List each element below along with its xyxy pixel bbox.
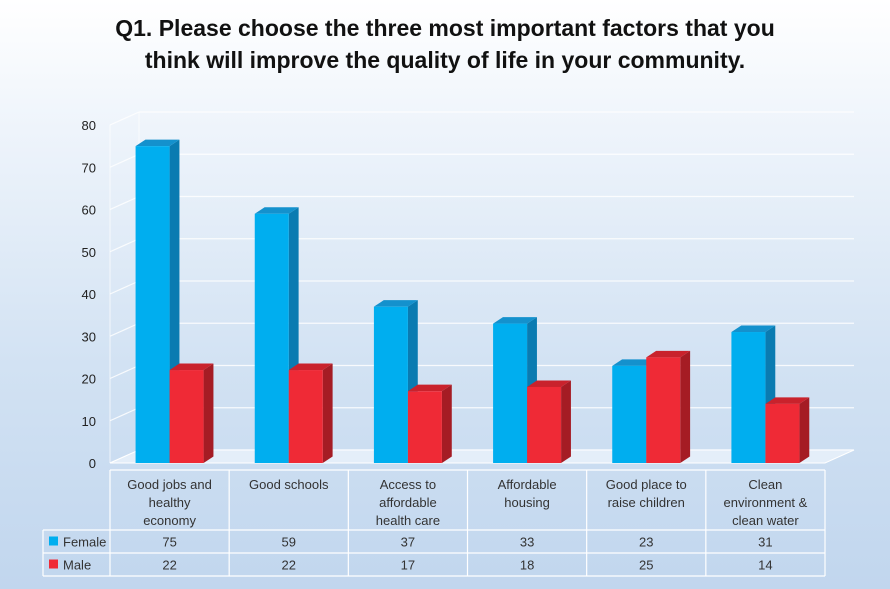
bar-male <box>527 380 571 463</box>
bar-female-front <box>493 323 528 463</box>
gridline-depth <box>109 195 140 211</box>
data-label: 22 <box>282 558 296 573</box>
bar-male-top <box>646 350 691 358</box>
gridline-depth <box>109 364 140 380</box>
x-category-label: Clean <box>748 477 782 492</box>
legend-key-male <box>49 559 58 569</box>
gridline-depth <box>109 238 140 253</box>
gridline-depth <box>109 280 140 295</box>
y-tick-label: 60 <box>82 203 96 218</box>
chart-title-line-1: Q1. Please choose the three most importa… <box>115 15 775 41</box>
y-tick-label: 20 <box>82 372 96 387</box>
x-category-label: raise children <box>608 495 685 510</box>
bar-female-top <box>135 139 180 147</box>
bar-female-top <box>612 359 657 366</box>
x-category-label: environment & <box>724 495 808 510</box>
bar-female-front <box>254 213 289 463</box>
bar-male-front <box>288 370 323 463</box>
bar-male-top <box>527 380 571 387</box>
data-label: 75 <box>162 535 176 550</box>
gridline-depth <box>109 111 140 126</box>
data-label: 17 <box>401 558 415 573</box>
bar-male <box>646 350 691 463</box>
bar-male-side <box>203 363 214 463</box>
data-label: 37 <box>401 535 415 550</box>
x-category-label: affordable <box>379 495 437 510</box>
bar-male-side <box>561 380 571 463</box>
y-tick-label: 50 <box>82 245 96 260</box>
bar-male <box>169 363 214 463</box>
gridline-depth <box>109 153 140 168</box>
bar-male-front <box>169 370 204 463</box>
x-category-label: health care <box>376 513 440 528</box>
legend-key-female <box>49 536 58 546</box>
bar-male-front <box>646 357 681 463</box>
data-label: 23 <box>639 535 653 550</box>
data-label: 14 <box>758 558 772 573</box>
bar-male-side <box>799 397 810 463</box>
x-category-label: Good place to <box>606 477 687 492</box>
legend-label-female: Female <box>63 535 106 550</box>
x-category-label: economy <box>143 513 196 528</box>
gridline-depth <box>109 322 140 337</box>
bar-male-top <box>288 363 333 371</box>
bar-male-side <box>680 350 691 463</box>
data-label: 31 <box>758 535 772 550</box>
bar-male-top <box>169 363 214 371</box>
data-label: 59 <box>282 535 296 550</box>
x-category-label: healthy <box>149 495 191 510</box>
bar-male-front <box>407 391 442 463</box>
bar-female-top <box>373 300 418 307</box>
bar-male-front <box>765 403 800 463</box>
x-category-label: Affordable <box>498 477 557 492</box>
legend-label-male: Male <box>63 558 91 573</box>
chart-title-line-2: think will improve the quality of life i… <box>144 47 746 73</box>
data-label: 18 <box>520 558 534 573</box>
y-tick-label: 80 <box>82 118 96 133</box>
bar-male <box>765 397 810 463</box>
bar-female-front <box>612 365 647 463</box>
y-tick-label: 70 <box>82 160 96 175</box>
x-category-label: Good schools <box>249 477 329 492</box>
gridline-depth <box>109 407 140 422</box>
x-category-label: housing <box>504 495 550 510</box>
bar-female-front <box>135 146 170 463</box>
y-tick-label: 40 <box>82 287 96 302</box>
y-tick-label: 10 <box>82 414 96 429</box>
data-label: 22 <box>162 558 176 573</box>
chart-title: Q1. Please choose the three most importa… <box>0 12 890 76</box>
bar-male <box>407 384 452 463</box>
bar-female-front <box>373 306 408 463</box>
data-table: Good jobs and healthy economy Good schools A… <box>42 469 826 577</box>
y-tick-label: 30 <box>82 329 96 344</box>
data-label: 25 <box>639 558 653 573</box>
y-tick-label: 0 <box>89 456 96 471</box>
x-category-label: Good jobs and <box>127 477 212 492</box>
bar-female-top <box>731 325 776 333</box>
bar-male-side <box>441 384 452 463</box>
bar-male-top <box>765 397 810 404</box>
bar-female-front <box>731 332 766 463</box>
bar-male-top <box>407 384 452 392</box>
bar-male-side <box>322 363 333 463</box>
x-category-label: clean water <box>732 513 799 528</box>
x-category-label: Access to <box>380 477 436 492</box>
bar-male-front <box>527 386 562 463</box>
data-label: 33 <box>520 535 534 550</box>
bar-male <box>288 363 333 463</box>
bar-female-top <box>254 207 299 214</box>
bar-female-top <box>493 317 537 324</box>
